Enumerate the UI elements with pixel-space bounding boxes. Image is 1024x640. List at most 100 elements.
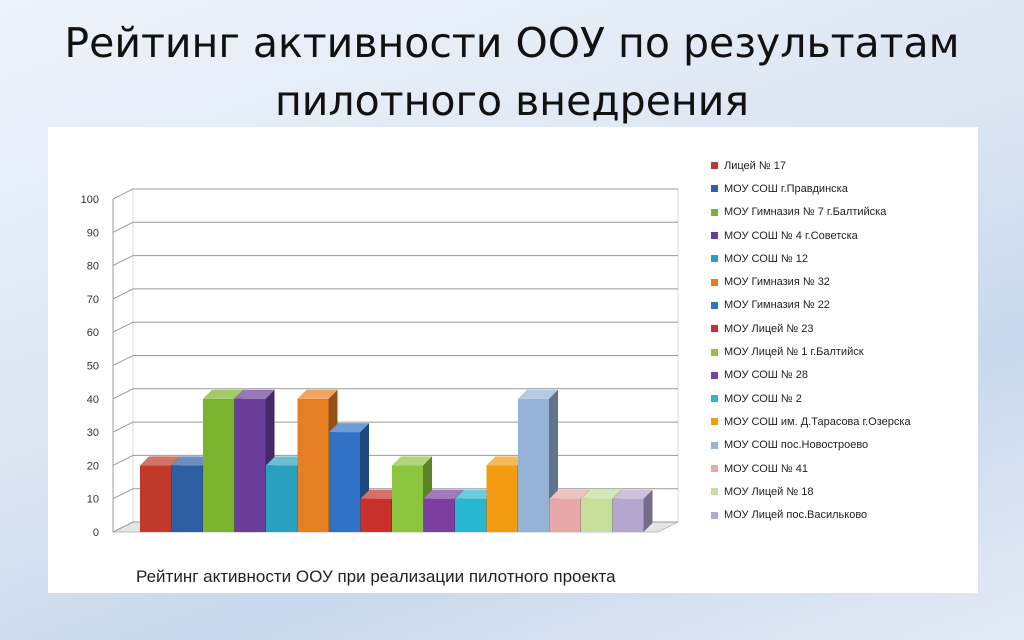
y-tick-label: 10	[87, 494, 99, 506]
bar-top	[612, 489, 653, 499]
legend-swatch	[711, 232, 718, 240]
legend-swatch	[711, 255, 718, 263]
bar	[455, 498, 486, 532]
legend-swatch	[711, 488, 718, 496]
legend-entry: МОУ СОШ пос.Новостроево	[711, 434, 975, 457]
gridline	[112, 355, 678, 366]
legend-label: МОУ Лицей № 23	[724, 322, 814, 335]
legend-swatch	[711, 278, 718, 286]
bar	[360, 498, 392, 532]
legend-entry: МОУ Лицей № 1 г.Балтийск	[711, 340, 975, 363]
legend-entry: МОУ СОШ г.Правдинска	[711, 177, 975, 200]
legend-swatch	[711, 465, 718, 472]
bar-top	[297, 389, 338, 399]
y-tick-label: 0	[93, 527, 99, 539]
bar-top	[360, 489, 401, 499]
legend-swatch	[711, 418, 718, 426]
legend-label: МОУ Лицей № 1 г.Балтийск	[724, 346, 864, 359]
bar	[297, 398, 329, 532]
legend-label: МОУ СОШ пос.Новостроево	[724, 439, 869, 452]
y-tick-label: 100	[81, 194, 99, 206]
bar-top	[455, 489, 495, 499]
legend-entry: МОУ СОШ № 41	[711, 457, 975, 480]
legend-swatch	[711, 325, 718, 333]
legend-label: МОУ Лицей № 18	[724, 485, 814, 498]
bar-side	[643, 489, 653, 532]
bar	[549, 498, 581, 532]
y-tick-label: 30	[87, 427, 99, 439]
gridline	[112, 188, 678, 200]
bar-top	[581, 489, 621, 499]
slide-title: Рейтинг активности ООУ по результатам пи…	[0, 14, 1024, 130]
legend-entry: МОУ Лицей № 18	[711, 480, 975, 503]
legend-label: Лицей № 17	[724, 159, 786, 172]
bar-chart: 0 10 20 30 40 50 60 70 80 90 100	[81, 188, 679, 539]
legend-swatch	[711, 395, 718, 403]
legend-label: МОУ Гимназия № 32	[724, 276, 830, 289]
legend-swatch	[711, 208, 718, 216]
bar-top	[266, 456, 306, 466]
gridline	[112, 221, 678, 233]
legend-entry: МОУ Гимназия № 7 г.Балтийска	[711, 201, 975, 224]
bar	[203, 398, 234, 532]
chart-caption: Рейтинг активности ООУ при реализации пи…	[136, 567, 616, 586]
legend-entry: МОУ Гимназия № 22	[711, 294, 975, 317]
legend-entry: МОУ СОШ № 4 г.Советска	[711, 224, 975, 247]
bar	[581, 498, 612, 532]
bar	[612, 498, 644, 532]
bar	[234, 398, 266, 532]
bar	[518, 398, 549, 532]
bar-top	[203, 389, 243, 399]
legend-label: МОУ СОШ № 12	[724, 252, 809, 265]
legend-swatch	[711, 162, 718, 170]
y-tick-label: 40	[87, 394, 99, 406]
legend-entry: МОУ Лицей № 23	[711, 317, 975, 340]
legend-label: МОУ СОШ № 41	[724, 462, 809, 475]
y-tick-label: 60	[87, 327, 99, 339]
legend-label: МОУ СОШ им. Д.Тарасова г.Озерска	[724, 415, 911, 428]
legend-label: МОУ Гимназия № 7 г.Балтийска	[724, 206, 887, 219]
legend-entry: МОУ СОШ № 2	[711, 387, 975, 410]
legend-label: МОУ СОШ № 4 г.Советска	[724, 229, 858, 242]
legend-swatch	[711, 441, 718, 449]
bar	[486, 465, 518, 532]
legend-label: МОУ СОШ г.Правдинска	[724, 182, 848, 195]
bar-top	[423, 489, 464, 499]
legend-swatch	[711, 185, 718, 193]
legend-label: МОУ СОШ № 2	[724, 392, 802, 405]
bar-top	[140, 456, 180, 466]
legend-entry: МОУ Лицей пос.Васильково	[711, 503, 975, 526]
gridline	[112, 255, 678, 267]
legend-entry: МОУ СОШ им. Д.Тарасова г.Озерска	[711, 410, 975, 433]
y-tick-label: 90	[87, 227, 99, 239]
legend-entry: МОУ СОШ № 28	[711, 364, 975, 387]
legend-entry: МОУ СОШ № 12	[711, 247, 975, 270]
legend-label: МОУ СОШ № 28	[724, 369, 809, 382]
bar-top	[171, 456, 212, 466]
bar-top	[234, 389, 275, 399]
chart-legend: Лицей № 17 МОУ СОШ г.Правдинска МОУ Гимназ…	[711, 154, 975, 527]
bar-top	[392, 456, 432, 466]
gridline	[112, 321, 678, 333]
y-tick-label: 20	[87, 460, 99, 472]
bar	[329, 432, 360, 532]
gridline	[112, 388, 678, 400]
legend-entry: Лицей № 17	[711, 154, 975, 177]
bar	[392, 465, 423, 532]
bar-top	[518, 389, 558, 399]
gridline	[112, 288, 678, 300]
legend-swatch	[711, 511, 718, 519]
y-tick-label: 70	[87, 294, 99, 306]
bar	[140, 465, 171, 532]
y-tick-label: 80	[87, 261, 99, 273]
legend-swatch	[711, 348, 718, 356]
gridline	[112, 421, 678, 433]
bar	[171, 465, 203, 532]
bar-top	[486, 456, 527, 466]
slide-title-line-1: Рейтинг активности ООУ по результатам	[64, 19, 960, 67]
y-tick-label: 50	[87, 361, 99, 373]
bar-top	[549, 489, 590, 499]
slide-title-line-2: пилотного внедрения	[274, 77, 750, 125]
legend-label: МОУ Гимназия № 22	[724, 299, 830, 312]
chart-panel: 0 10 20 30 40 50 60 70 80 90 100 Лицей № 17 МОУ СОШ…	[48, 127, 978, 593]
